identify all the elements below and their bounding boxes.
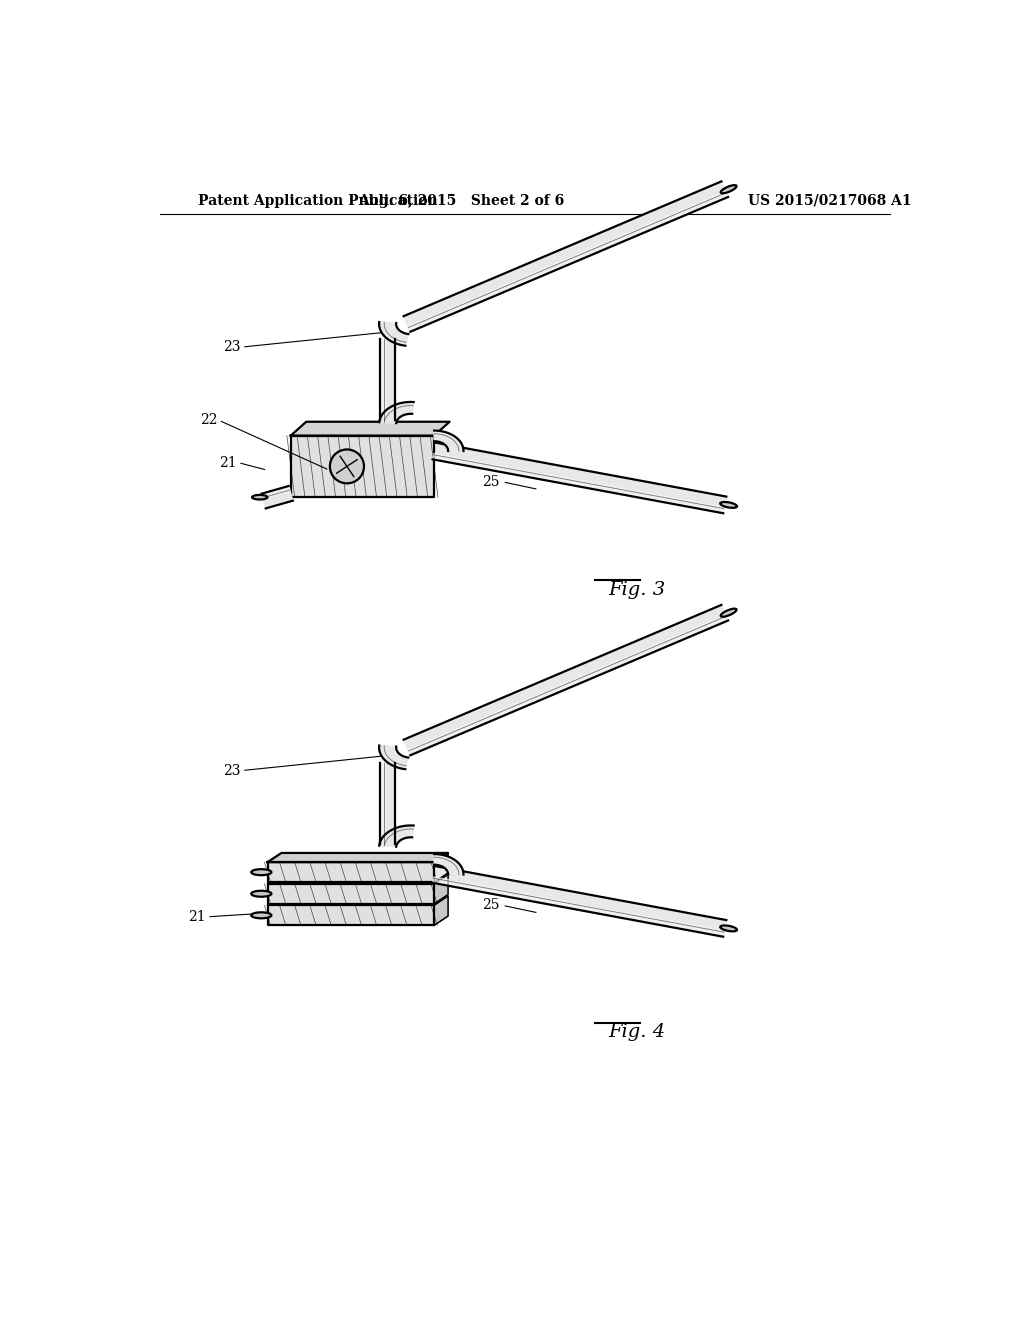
Polygon shape <box>434 874 449 904</box>
Polygon shape <box>432 866 726 937</box>
Polygon shape <box>380 339 395 420</box>
Polygon shape <box>267 906 434 925</box>
Polygon shape <box>380 763 395 843</box>
Polygon shape <box>291 422 450 436</box>
Text: 22: 22 <box>200 413 217 428</box>
Text: 21: 21 <box>219 455 237 470</box>
Polygon shape <box>261 486 290 499</box>
Ellipse shape <box>251 869 271 875</box>
Text: Aug. 6, 2015   Sheet 2 of 6: Aug. 6, 2015 Sheet 2 of 6 <box>358 194 564 207</box>
Ellipse shape <box>721 185 736 193</box>
Polygon shape <box>267 884 434 904</box>
Polygon shape <box>267 853 449 862</box>
Polygon shape <box>434 854 464 874</box>
Polygon shape <box>408 191 728 331</box>
Ellipse shape <box>252 495 267 499</box>
Text: US 2015/0217068 A1: US 2015/0217068 A1 <box>748 194 911 207</box>
Ellipse shape <box>720 502 737 508</box>
Polygon shape <box>261 486 293 508</box>
Text: 25: 25 <box>482 899 500 912</box>
Ellipse shape <box>251 891 271 896</box>
Polygon shape <box>403 605 728 755</box>
Ellipse shape <box>720 925 737 932</box>
Polygon shape <box>432 454 724 513</box>
Text: Fig. 4: Fig. 4 <box>608 1023 666 1041</box>
Text: 23: 23 <box>223 763 241 777</box>
Polygon shape <box>432 876 724 937</box>
Polygon shape <box>291 436 434 498</box>
Text: Patent Application Publication: Patent Application Publication <box>198 194 437 207</box>
Ellipse shape <box>721 609 736 616</box>
Ellipse shape <box>251 912 271 919</box>
Text: 23: 23 <box>223 341 241 354</box>
Text: Fig. 3: Fig. 3 <box>608 581 666 598</box>
Polygon shape <box>379 825 414 846</box>
Circle shape <box>330 449 364 483</box>
Polygon shape <box>434 853 449 882</box>
Polygon shape <box>408 615 728 755</box>
Text: 25: 25 <box>482 475 500 488</box>
Polygon shape <box>380 763 385 843</box>
Polygon shape <box>379 746 409 770</box>
Polygon shape <box>434 430 464 451</box>
Polygon shape <box>379 322 409 346</box>
Polygon shape <box>267 862 434 882</box>
Polygon shape <box>380 339 385 420</box>
Polygon shape <box>379 403 414 424</box>
Polygon shape <box>434 896 449 925</box>
Polygon shape <box>403 181 728 331</box>
Text: 21: 21 <box>187 909 206 924</box>
Polygon shape <box>432 442 726 513</box>
